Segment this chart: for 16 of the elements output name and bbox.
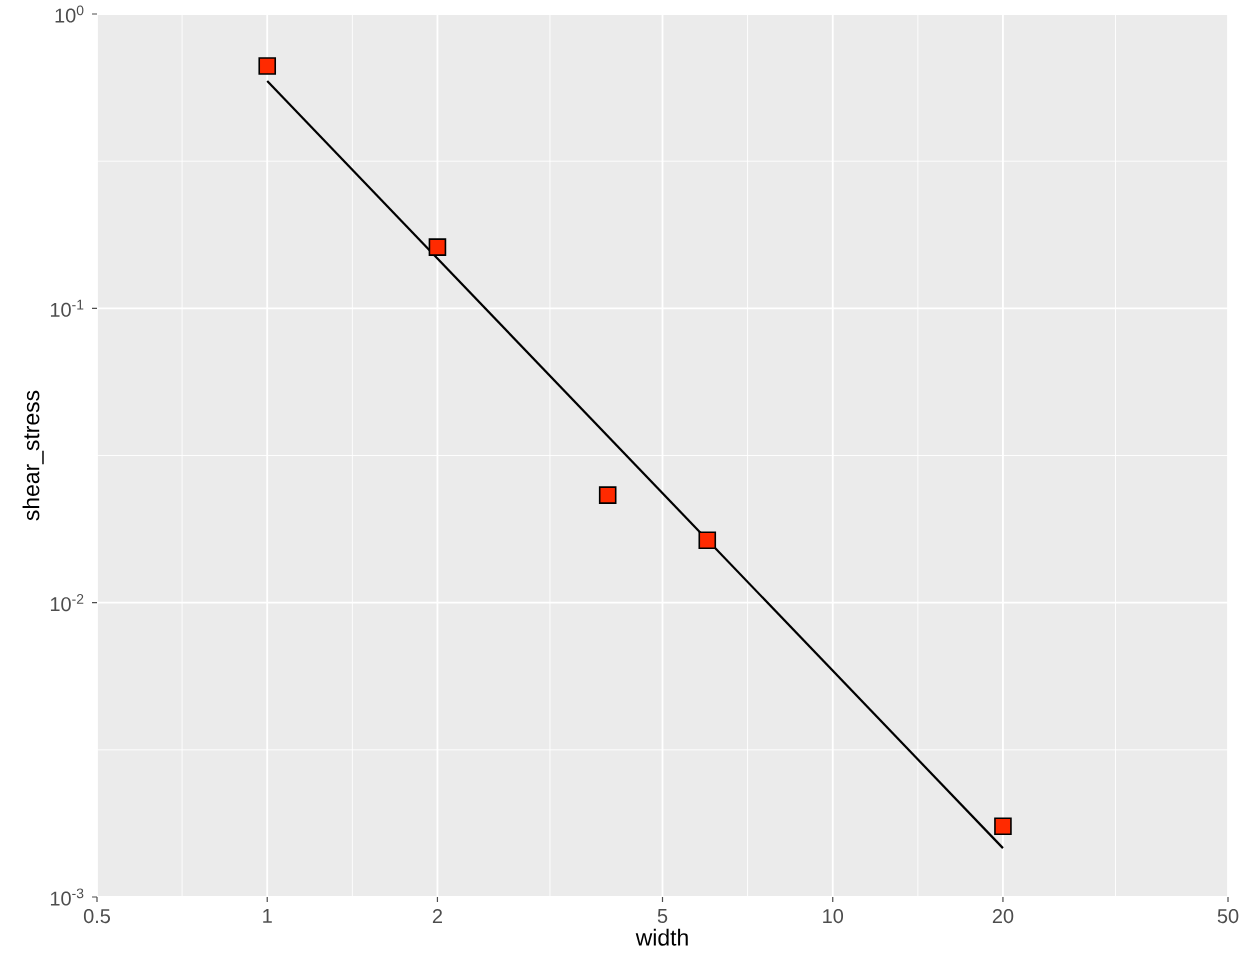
x-tick-label: 50 [1217,909,1239,924]
point [598,486,617,504]
y-tick-label: 10$^{0}$ [55,5,84,23]
point [428,238,447,256]
x-axis-title: width [635,928,688,946]
x-tick-label: 5 [657,909,668,923]
x-tick-label: 20 [992,909,1014,924]
y-tick-label: 10$^{-1}$ [50,299,84,317]
y-tick-label: 10$^{-2}$ [50,594,84,612]
x-tick-label: 2 [432,909,442,923]
x-tick-label: 0.5 [83,909,111,924]
point [258,57,277,75]
x-tick-label: 10 [823,909,844,924]
y-axis-title: shear_stress [22,390,44,521]
x-tick-label: 1 [263,909,272,923]
y-tick-label: 10$^{-3}$ [50,888,84,906]
